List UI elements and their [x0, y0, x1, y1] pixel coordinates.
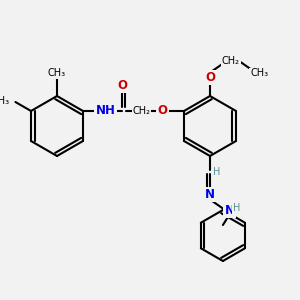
- Text: CH₃: CH₃: [0, 95, 10, 106]
- Text: O: O: [205, 71, 215, 84]
- Text: H: H: [233, 202, 241, 213]
- Text: O: O: [158, 104, 167, 118]
- Text: N: N: [224, 204, 235, 217]
- Text: H: H: [213, 167, 220, 177]
- Text: CH₂: CH₂: [222, 56, 240, 66]
- Text: NH: NH: [95, 104, 116, 118]
- Text: CH₂: CH₂: [133, 106, 151, 116]
- Text: N: N: [205, 188, 215, 201]
- Text: CH₃: CH₃: [48, 68, 66, 79]
- Text: O: O: [117, 79, 127, 92]
- Text: CH₃: CH₃: [250, 68, 268, 79]
